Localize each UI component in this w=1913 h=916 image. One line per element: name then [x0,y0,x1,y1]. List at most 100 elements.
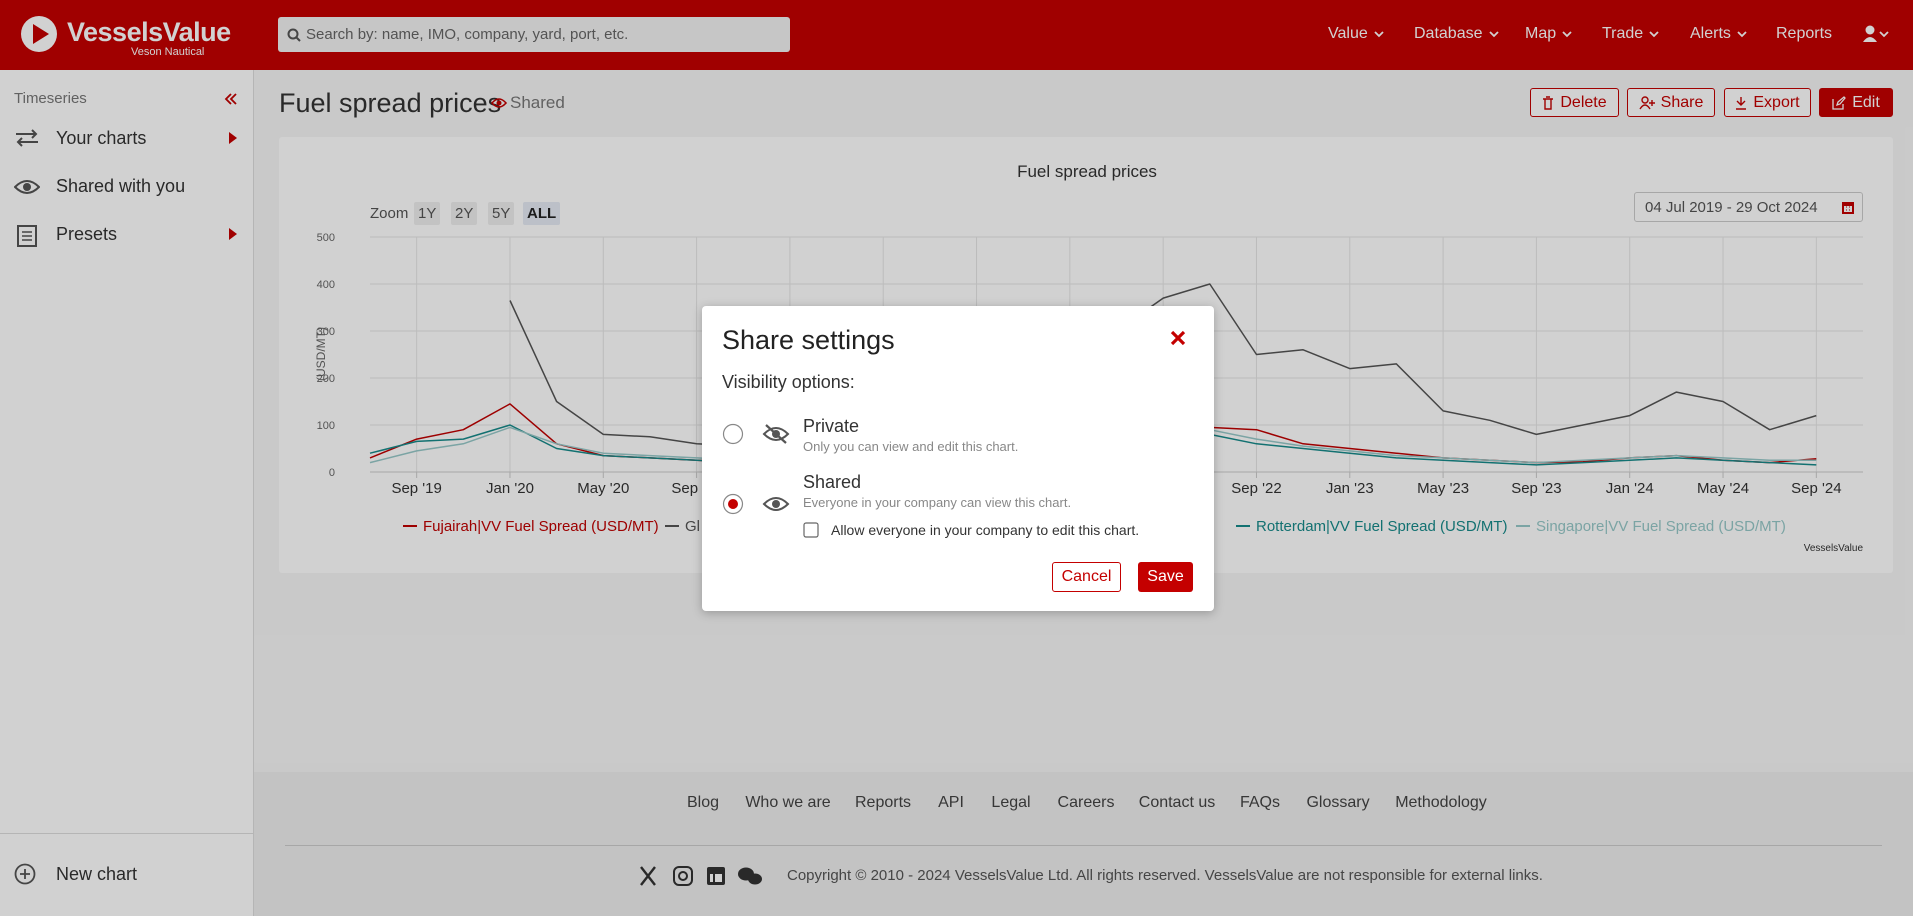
footer-link[interactable]: API [938,794,964,811]
date-range-picker[interactable]: 04 Jul 2019 - 29 Oct 2024 [1634,192,1863,222]
chevron [1374,31,1384,38]
social-icons[interactable] [639,864,769,888]
option-description: Everyone in your company can view this c… [803,495,1072,510]
logo-text[interactable]: VesselsValue [67,17,231,47]
shared-status: Shared [510,93,565,112]
user-menu[interactable] [1863,25,1889,43]
nav-label: Alerts [1690,25,1731,42]
footer-link[interactable]: Legal [991,794,1031,811]
nav-label: Reports [1776,25,1833,42]
expand-arrow[interactable] [228,131,238,145]
chart-credit: VesselsValue [1804,543,1864,554]
nav-item[interactable]: Reports [1776,25,1832,43]
eye-slash-icon [762,424,790,444]
collapse-icon[interactable] [224,92,238,106]
option-label: Private [803,416,860,436]
footer-link[interactable]: Contact us [1138,794,1216,811]
sidebar-item[interactable]: Shared with you [56,176,186,196]
edit-button[interactable]: Edit [1819,88,1893,117]
footer-link[interactable]: FAQs [1239,794,1281,811]
zoom-button[interactable]: 5Y [488,202,515,225]
export-button[interactable]: Export [1724,88,1811,117]
logo-subtext: Veson Nautical [131,46,205,58]
share-button[interactable]: Share [1627,88,1715,117]
close-button[interactable] [1170,330,1186,346]
checkbox-label: Allow everyone in your company to edit t… [831,522,1140,538]
button-label: Edit [1852,93,1880,111]
y-tick-label: 0 [329,467,335,479]
nav-item[interactable]: Database [1414,25,1499,43]
nav-label: Database [1414,25,1483,42]
sidebar-item[interactable]: Your charts [56,128,147,148]
zoom-button[interactable]: 2Y [451,202,478,225]
sidebar: Timeseries Your charts Shared with you P… [0,70,254,916]
x-tick-label: Sep '24 [1791,480,1841,497]
delete-button[interactable]: Delete [1530,88,1619,117]
edit-checkbox[interactable] [803,522,819,538]
y-tick-label: 100 [317,420,335,432]
footer-link[interactable]: Methodology [1395,794,1487,811]
footer-link[interactable]: Glossary [1306,794,1370,811]
eye-icon [762,497,790,511]
date-range: 04 Jul 2019 - 29 Oct 2024 [1645,199,1818,216]
zoom-label: Zoom [370,205,409,222]
share-icon [1639,95,1655,109]
chevron [1737,31,1747,38]
y-tick-label: 400 [317,279,335,291]
sidebar-section: Timeseries [14,90,87,107]
save-button[interactable]: Save [1138,562,1193,592]
add-icon [14,863,36,885]
footer-link[interactable]: Who we are [745,794,831,811]
x-tick-label: Sep '22 [1231,480,1281,497]
nav-label: Value [1328,25,1368,42]
nav-label: Map [1525,25,1557,42]
nav-item[interactable]: Map [1525,25,1572,43]
x-tick-label: Jan '23 [1326,480,1374,497]
x-tick-label: May '20 [577,480,629,497]
dialog-title: Share settings [722,325,895,355]
trash-icon [1543,95,1554,110]
download-icon [1736,96,1747,110]
shared-icon [491,98,507,108]
footer-link[interactable]: Reports [854,794,912,811]
footer-divider [285,845,1882,846]
footer-link[interactable]: Blog [686,794,720,811]
swap-icon [16,129,38,147]
eye-icon [14,180,40,194]
nav-item[interactable]: Value [1328,25,1384,43]
new-chart-button[interactable]: New chart [56,864,138,884]
sidebar-item[interactable]: Presets [56,224,118,244]
radio-shared[interactable] [722,493,744,515]
zoom-button[interactable]: 1Y [414,202,441,225]
x-tick-label: Sep '19 [391,480,441,497]
y-tick-label: 200 [317,373,335,385]
y-tick-label: 500 [317,232,335,244]
chevron [1488,31,1499,38]
zoom-button[interactable]: ALL [523,202,561,225]
x-tick-label: Jan '24 [1606,480,1654,497]
x-tick-label: May '24 [1697,480,1749,497]
nav-item[interactable]: Alerts [1690,25,1747,43]
radio-private[interactable] [722,423,744,445]
cancel-button[interactable]: Cancel [1052,562,1121,592]
x-tick-label: May '23 [1417,480,1469,497]
page-title: Fuel spread prices [279,88,502,118]
expand-arrow[interactable] [228,227,238,241]
share-settings-dialog: Share settings Visibility options: Priva… [702,306,1214,611]
search-icon [287,28,301,42]
x-tick-label: Sep '23 [1511,480,1561,497]
button-label: Delete [1560,93,1607,111]
legend-label: Gl [685,518,700,535]
calendar-icon [1842,202,1854,214]
y-axis-label: (USD/MT) [314,327,328,381]
footer-link[interactable]: Careers [1057,794,1115,811]
button-label: Export [1753,93,1800,111]
option-label: Shared [803,472,862,492]
logo-icon[interactable] [20,15,58,53]
search-placeholder: Search by: name, IMO, company, yard, por… [306,26,629,43]
search-box[interactable]: Search by: name, IMO, company, yard, por… [278,17,790,52]
top-bar: VesselsValue Veson Nautical Search by: n… [0,0,1913,70]
nav-item[interactable]: Trade [1602,25,1659,43]
footer [254,772,1913,916]
